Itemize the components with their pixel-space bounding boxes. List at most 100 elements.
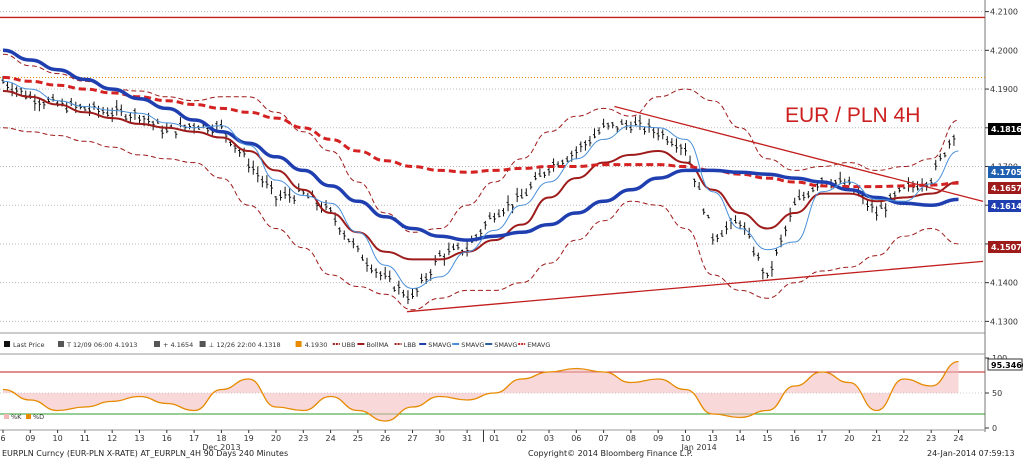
ytick-label: 4.1400 — [990, 279, 1018, 288]
xtick-label: 17 — [817, 434, 827, 443]
oscillator-legend-swatch — [26, 414, 31, 419]
xtick-label: 07 — [599, 434, 609, 443]
grid — [0, 0, 986, 432]
xtick-label: 14 — [735, 434, 745, 443]
series-smavg-line — [2, 48, 959, 242]
price-label-4.1705: 4.1705 — [991, 168, 1022, 177]
candle-icon — [4, 341, 10, 347]
avg-marker-icon — [154, 341, 160, 347]
xtick-label: 31 — [462, 434, 472, 443]
horizontal-levels — [0, 16, 985, 78]
xtick-label: 19 — [244, 434, 254, 443]
series-lbb-line — [2, 127, 959, 311]
oscillator-panel: 05010095.3466%K%D — [0, 353, 1023, 433]
legend-label: ⊥ 12/26 22:00 4.1318 — [209, 341, 281, 349]
xtick-label: 12 — [107, 434, 117, 443]
series-bollma-line — [2, 90, 959, 261]
xtick-label: 16 — [790, 434, 800, 443]
xtick-label: 6 — [0, 434, 5, 443]
month-label: Dec 2013 — [202, 443, 240, 452]
indicator-lines — [2, 48, 959, 311]
osc-tick-label: 50 — [992, 389, 1002, 398]
footer-security: EURPLN Curncy (EUR-PLN X-RATE) AT_EURPLN… — [2, 449, 289, 458]
xtick-label: 17 — [189, 434, 199, 443]
ytick-label: 4.2000 — [990, 46, 1018, 55]
osc-tick-label: 0 — [992, 424, 997, 433]
xtick-label: 18 — [216, 434, 226, 443]
legend-label: SMAVG — [461, 341, 484, 349]
price-labels: 4.1816 4.1705 4.1657 4.1614 4.1507 — [988, 123, 1022, 253]
xtick-label: 10 — [680, 434, 690, 443]
xtick-label: 10 — [53, 434, 63, 443]
footer-timestamp: 24-Jan-2014 07:59:13 — [927, 449, 1015, 458]
legend-label: LBB — [404, 341, 417, 349]
xtick-label: 25 — [353, 434, 363, 443]
legend-label: EMAVG — [527, 341, 550, 349]
trendline-lower — [406, 260, 984, 313]
low-marker-icon — [199, 341, 206, 347]
xtick-label: 11 — [80, 434, 90, 443]
xtick-label: 02 — [517, 434, 527, 443]
time-axis: 6 09 10 11 12 13 16 17 18 19 20 23 24 25 26 27 30 31 01 02 0… — [0, 429, 985, 452]
trendline-upper — [614, 105, 984, 202]
xtick-label: 23 — [926, 434, 936, 443]
price-label-box — [988, 123, 1021, 135]
chart-title: EUR / PLN 4H — [785, 104, 920, 127]
trendlines — [406, 105, 984, 313]
xtick-label: 03 — [544, 434, 554, 443]
xtick-label: 16 — [162, 434, 172, 443]
series-ubb-line — [2, 53, 959, 233]
xtick-label: 13 — [708, 434, 718, 443]
xtick-label: 23 — [298, 434, 308, 443]
oscillator-legend-swatch — [4, 414, 9, 419]
level-swatch-icon — [295, 341, 302, 347]
xtick-label: 20 — [844, 434, 854, 443]
legend-label: + 4.1654 — [163, 341, 193, 349]
xtick-label: 09 — [653, 434, 663, 443]
price-label-4.1507: 4.1507 — [991, 243, 1022, 252]
price-label-box — [988, 182, 1021, 194]
legend-label: SMAVG — [428, 341, 451, 349]
legend-label: 4.1930 — [305, 341, 328, 349]
price-label-box — [988, 200, 1021, 212]
oscillator-k-line — [2, 360, 959, 422]
legend: Last Price T 12/09 06:00 4.1913 + 4.1654 ⊥ … — [4, 341, 550, 349]
legend-label: SMAVG — [494, 341, 517, 349]
high-marker-icon — [58, 341, 64, 347]
legend-label: Last Price — [13, 341, 44, 349]
price-label-4.1657: 4.1657 — [991, 184, 1022, 193]
xtick-label: 15 — [762, 434, 772, 443]
xtick-label: 08 — [626, 434, 636, 443]
oscillator-value-box — [987, 358, 1023, 371]
price-label-box — [988, 166, 1021, 178]
month-label: Jan 2014 — [681, 443, 717, 452]
xtick-label: 21 — [872, 434, 882, 443]
oscillator-last-value: 95.3466 — [991, 361, 1023, 370]
xtick-label: 24 — [953, 434, 963, 443]
xtick-label: 09 — [25, 434, 35, 443]
legend-label: BollMA — [366, 341, 389, 349]
series-fast-smavg-line — [2, 80, 959, 290]
footer-copyright: Copyright© 2014 Bloomberg Finance L.P. — [528, 449, 693, 458]
ytick-label: 4.1300 — [990, 317, 1018, 326]
price-label-4.1816: 4.1816 — [991, 125, 1022, 134]
legend-label: T 12/09 06:00 4.1913 — [66, 341, 137, 349]
price-label-4.1614: 4.1614 — [991, 202, 1022, 211]
xtick-label: 06 — [571, 434, 581, 443]
xtick-label: 30 — [435, 434, 445, 443]
ytick-label: 4.1900 — [990, 85, 1018, 94]
xtick-label: 24 — [326, 434, 336, 443]
oscillator-legend-0: %K — [11, 413, 22, 421]
price-label-box — [988, 241, 1021, 253]
price-candles — [1, 75, 956, 305]
legend-label: UBB — [342, 341, 356, 349]
xtick-label: 01 — [489, 434, 499, 443]
xtick-label: 20 — [271, 434, 281, 443]
series-emavg-line — [2, 75, 959, 189]
xtick-label: 13 — [134, 434, 144, 443]
xtick-label: 27 — [407, 434, 417, 443]
xtick-label: 22 — [899, 434, 909, 443]
xtick-label: 26 — [380, 434, 390, 443]
oscillator-legend-1: %D — [33, 413, 44, 421]
